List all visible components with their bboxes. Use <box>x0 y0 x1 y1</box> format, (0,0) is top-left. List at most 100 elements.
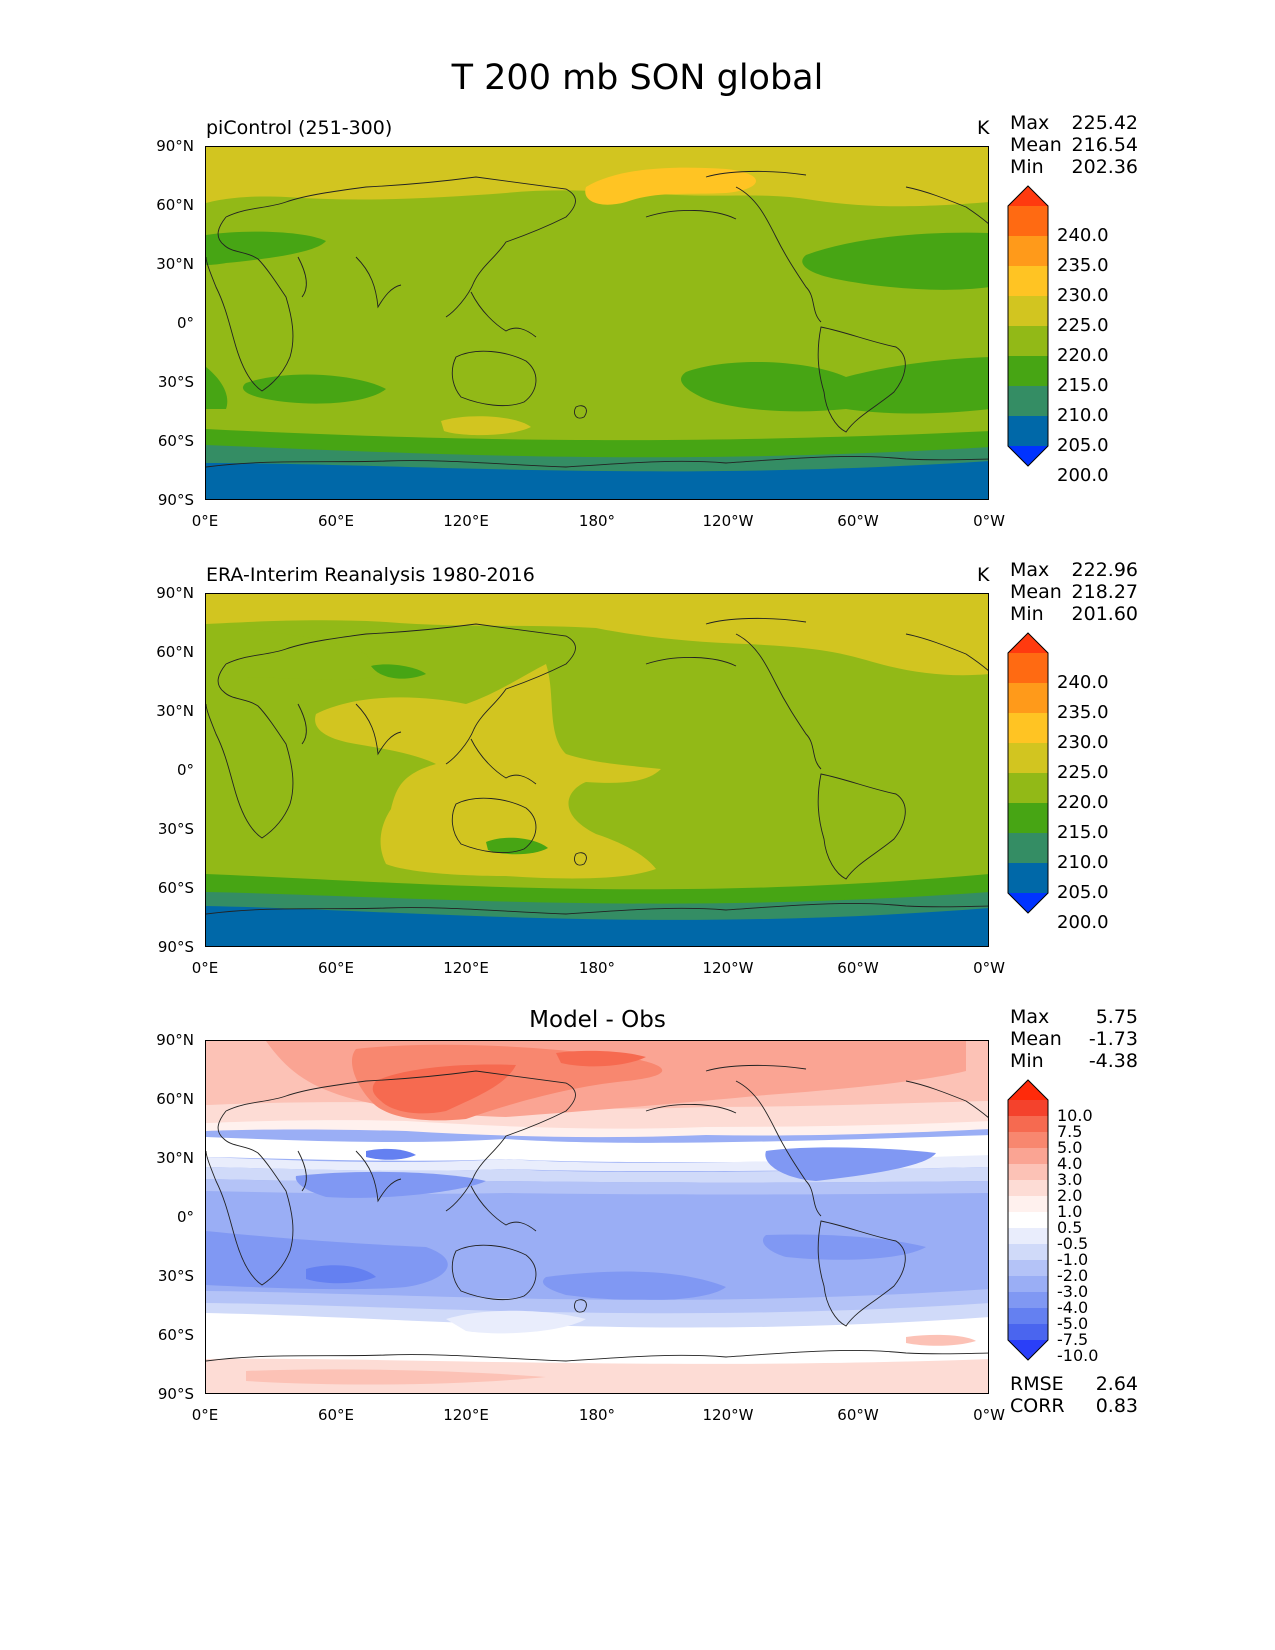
ytick-label: 60°N <box>156 643 194 661</box>
xtick-label: 180° <box>578 512 616 530</box>
colorbar-tick-label: 200.0 <box>1057 465 1109 486</box>
colorbar-bin <box>1008 356 1048 387</box>
colorbar-tick-label: 225.0 <box>1057 762 1109 783</box>
colorbar-bin <box>1008 1244 1048 1261</box>
colorbar-bin <box>1008 1324 1048 1341</box>
colorbar-tick-label: 2.0 <box>1057 1186 1083 1205</box>
colorbar-bin <box>1008 416 1048 447</box>
colorbar-tick-label: 230.0 <box>1057 285 1109 306</box>
colorbar-tick-label: -7.5 <box>1057 1330 1089 1349</box>
ytick-label: 60°S <box>157 879 194 897</box>
colorbar-tick-label: 4.0 <box>1057 1154 1083 1173</box>
stat-corr-label: CORR <box>1010 1395 1065 1417</box>
colorbar-tick-label: 3.0 <box>1057 1170 1083 1189</box>
colorbar-bin <box>1008 1116 1048 1133</box>
colorbar-bin <box>1008 653 1048 684</box>
colorbar-outline <box>1007 1079 1049 1361</box>
stat-corr-value: 0.83 <box>1095 1395 1138 1417</box>
xtick-label: 0°W <box>973 1406 1005 1424</box>
xtick-label: 120°E <box>443 959 489 977</box>
colorbar-bin <box>1008 1212 1048 1229</box>
colorbar-extend-max <box>1008 1080 1048 1100</box>
ytick-label: 0° <box>176 761 194 779</box>
stat-mean-label: Mean <box>1010 581 1062 603</box>
xtick-label: 60°E <box>317 512 355 530</box>
colorbar-tick-label: 240.0 <box>1057 225 1109 246</box>
colorbar-tick-label: 205.0 <box>1057 882 1109 903</box>
colorbar-tick-label: -10.0 <box>1057 1346 1099 1365</box>
colorbar-outline <box>1007 632 1049 914</box>
colorbar-bin <box>1008 713 1048 744</box>
colorbar-bin <box>1008 743 1048 774</box>
ytick-label: 30°N <box>156 255 194 273</box>
colorbar-bin <box>1008 1260 1048 1277</box>
colorbar-bin <box>1008 1100 1048 1117</box>
ytick-label: 90°N <box>156 1031 194 1049</box>
ytick-label: 30°S <box>157 373 194 391</box>
stat-min-label: Min <box>1010 156 1044 178</box>
colorbar-extend-min <box>1008 1340 1048 1360</box>
colorbar-tick-label: 225.0 <box>1057 315 1109 336</box>
panel-3-extra-stats: RMSE 2.64 CORR 0.83 <box>1010 1373 1138 1417</box>
colorbar-tick-label: 7.5 <box>1057 1122 1083 1141</box>
xtick-label: 120°W <box>702 959 754 977</box>
colorbar-extend-min <box>1008 446 1048 466</box>
panel-3-stats: Max 5.75 Mean -1.73 Min -4.38 <box>1010 1006 1138 1072</box>
panel-1-stats: Max 225.42 Mean 216.54 Min 202.36 <box>1010 112 1138 178</box>
panel-1-colorbar <box>1007 185 1049 467</box>
figure-title: T 200 mb SON global <box>451 58 824 98</box>
stat-rmse-label: RMSE <box>1010 1373 1064 1395</box>
xtick-label: 60°E <box>317 959 355 977</box>
colorbar-tick-label: 1.0 <box>1057 1202 1083 1221</box>
xtick-label: 120°W <box>702 512 754 530</box>
xtick-label: 0°E <box>191 959 219 977</box>
panel-1-map <box>205 146 989 500</box>
colorbar-tick-label: 215.0 <box>1057 822 1109 843</box>
xtick-label: 0°E <box>191 512 219 530</box>
ytick-label: 30°S <box>157 820 194 838</box>
colorbar-bin <box>1008 1228 1048 1245</box>
stat-mean-label: Mean <box>1010 134 1062 156</box>
stat-max-value: 222.96 <box>1071 559 1138 581</box>
stat-rmse-value: 2.64 <box>1095 1373 1138 1395</box>
ytick-label: 90°S <box>157 1385 194 1403</box>
colorbar-bin <box>1008 1308 1048 1325</box>
stat-max-label: Max <box>1010 112 1050 134</box>
colorbar-bin <box>1008 1148 1048 1165</box>
ytick-label: 60°N <box>156 196 194 214</box>
panel-2-unit: K <box>977 564 990 586</box>
ytick-label: 60°S <box>157 432 194 450</box>
ytick-label: 30°N <box>156 1149 194 1167</box>
panel-1-unit: K <box>977 117 990 139</box>
ytick-label: 90°N <box>156 584 194 602</box>
colorbar-bin <box>1008 1292 1048 1309</box>
ytick-label: 0° <box>176 1208 194 1226</box>
colorbar-tick-label: -1.0 <box>1057 1250 1089 1269</box>
ytick-label: 90°N <box>156 137 194 155</box>
ytick-label: 60°S <box>157 1326 194 1344</box>
colorbar-tick-label: -3.0 <box>1057 1282 1089 1301</box>
colorbar-tick-label: 200.0 <box>1057 912 1109 933</box>
colorbar-bin <box>1008 386 1048 417</box>
colorbar-bin <box>1008 1276 1048 1293</box>
colorbar-tick-label: -0.5 <box>1057 1234 1089 1253</box>
ytick-label: 30°N <box>156 702 194 720</box>
colorbar-tick-label: 240.0 <box>1057 672 1109 693</box>
colorbar-tick-label: 230.0 <box>1057 732 1109 753</box>
colorbar-bin <box>1008 833 1048 864</box>
colorbar-bin <box>1008 1164 1048 1181</box>
colorbar-tick-label: 220.0 <box>1057 792 1109 813</box>
ytick-label: 60°N <box>156 1090 194 1108</box>
colorbar-extend-min <box>1008 893 1048 913</box>
xtick-label: 0°W <box>973 959 1005 977</box>
colorbar-bin <box>1008 863 1048 894</box>
panel-2-map <box>205 593 989 947</box>
colorbar-bin <box>1008 266 1048 297</box>
colorbar-bin <box>1008 1132 1048 1149</box>
colorbar-tick-label: 220.0 <box>1057 345 1109 366</box>
ytick-label: 0° <box>176 314 194 332</box>
colorbar-tick-label: 235.0 <box>1057 255 1109 276</box>
panel-3-title: Model - Obs <box>529 1007 666 1033</box>
ytick-label: 90°S <box>157 938 194 956</box>
colorbar-tick-label: 235.0 <box>1057 702 1109 723</box>
